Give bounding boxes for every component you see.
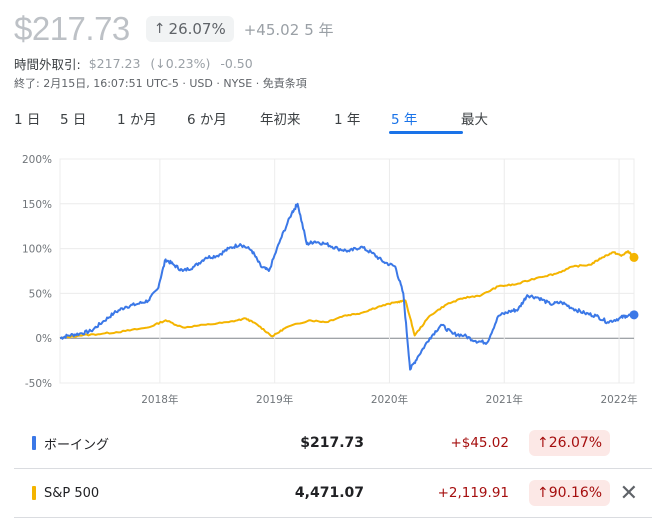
- series-line-sp500: [59, 250, 635, 340]
- series-percent-badge: ↑90.16%: [529, 480, 611, 506]
- period-change: +45.02 5 年: [244, 19, 339, 40]
- y-tick-label: 50%: [29, 288, 52, 300]
- tab-range[interactable]: 1 年: [334, 112, 361, 128]
- series-end-dot-boeing: [629, 310, 639, 320]
- after-hours-change: -0.50: [220, 56, 253, 71]
- tab-range[interactable]: 最大: [461, 112, 488, 128]
- x-tick-label: 2018年: [141, 393, 178, 406]
- series-change: +$45.02: [450, 435, 509, 451]
- remove-comparison-close-icon[interactable]: ✕: [619, 480, 638, 506]
- series-percent-badge: ↑26.07%: [529, 430, 611, 456]
- period-percent: 26.07%: [168, 20, 226, 38]
- series-line-boeing: [59, 202, 635, 371]
- period-percent-badge: ↑ 26.07%: [145, 16, 234, 42]
- row-divider: [14, 468, 652, 469]
- tab-range[interactable]: 年初来: [260, 112, 301, 128]
- series-value: $217.73: [300, 435, 364, 451]
- series-end-dot-sp500: [629, 252, 639, 262]
- period-change-value: +45.02: [243, 20, 300, 39]
- x-tick-label: 2020年: [371, 393, 408, 406]
- arrow-up-icon: ↑: [153, 21, 166, 37]
- y-tick-label: 100%: [22, 244, 52, 256]
- y-tick-label: -50%: [25, 378, 52, 390]
- y-tick-label: 0%: [35, 333, 52, 345]
- chart-frame: [59, 158, 635, 384]
- after-hours-row: 時間外取引: $217.23 (↓0.23%) -0.50: [14, 54, 253, 73]
- y-tick-label: 200%: [22, 154, 52, 166]
- y-tick-label: 150%: [22, 199, 52, 211]
- tab-range[interactable]: 6 か月: [187, 112, 227, 128]
- period-label: 5 年: [304, 20, 334, 39]
- x-tick-label: 2022年: [600, 393, 637, 406]
- comparison-chart[interactable]: 200% 150% 100% 50% 0% -50% 2018年 2019年 2020年 2021…: [0, 150, 665, 415]
- after-hours-label: 時間外取引:: [14, 57, 81, 72]
- range-tabs: 1 日 5 日 1 か月 6 か月 年初来 1 年 5 年最大: [14, 108, 501, 134]
- series-change: +2,119.91: [437, 485, 509, 501]
- quote-header: $217.73 ↑ 26.07% +45.02 5 年: [14, 10, 339, 48]
- comparison-row-sp500[interactable]: S&P 500 4,471.07 +2,119.91 ↑90.16% ✕: [14, 470, 652, 516]
- after-hours-percent: (↓0.23%): [150, 56, 211, 71]
- tab-range[interactable]: 5 日: [60, 112, 87, 128]
- tab-range[interactable]: 1 日: [14, 112, 41, 128]
- tab-range[interactable]: 5 年: [389, 108, 463, 134]
- tab-range[interactable]: 1 か月: [117, 112, 157, 128]
- series-name: ボーイング: [44, 437, 110, 453]
- x-tick-label: 2021年: [486, 393, 523, 406]
- x-tick-label: 2019年: [256, 393, 293, 406]
- market-meta: 終了: 2月15日, 16:07:51 UTC-5 · USD · NYSE ·…: [14, 77, 307, 90]
- row-divider: [14, 517, 652, 518]
- current-price: $217.73: [14, 10, 130, 47]
- series-name: S&P 500: [44, 485, 100, 501]
- series-color-swatch: [32, 486, 36, 500]
- comparison-row-boeing[interactable]: ボーイング $217.73 +$45.02 ↑26.07%: [14, 420, 652, 466]
- series-value: 4,471.07: [294, 485, 364, 501]
- after-hours-price: $217.23: [88, 56, 141, 71]
- series-color-swatch: [32, 436, 36, 450]
